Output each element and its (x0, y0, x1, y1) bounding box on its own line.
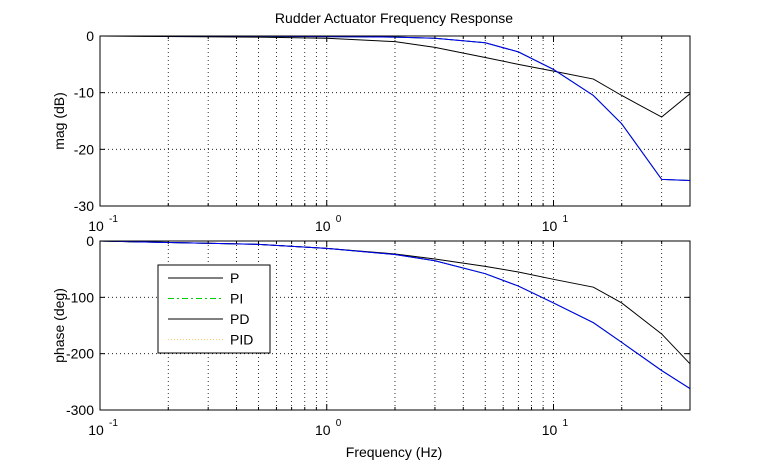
y-tick-label: 0 (86, 28, 94, 44)
series-line-pid (99, 35, 691, 181)
y-tick-label: -100 (66, 289, 94, 305)
legend-label: P (230, 270, 239, 286)
x-tick-exponent: -1 (109, 418, 118, 429)
legend-entry-p: P (168, 270, 239, 286)
legend-label: PD (230, 311, 249, 327)
x-tick-label: 10 (542, 422, 558, 438)
y-axis-label: phase (deg) (51, 288, 67, 363)
y-tick-label: -30 (74, 198, 94, 214)
x-axis-label: Frequency (Hz) (346, 444, 442, 460)
series-line-pid (99, 240, 691, 390)
legend-entry-pi: PI (168, 291, 243, 307)
legend-entry-pid: PID (168, 332, 253, 348)
legend: P PI PD PID (157, 264, 271, 354)
x-tick-exponent: 0 (336, 214, 342, 225)
y-tick-label: -200 (66, 346, 94, 362)
x-tick-exponent: 1 (562, 418, 568, 429)
y-tick-label: 0 (86, 233, 94, 249)
y-tick-label: -20 (74, 141, 94, 157)
y-tick-label: -10 (74, 85, 94, 101)
legend-label: PID (230, 332, 253, 348)
x-tick-exponent: 1 (562, 214, 568, 225)
x-tick-label: 10 (542, 218, 558, 234)
x-tick-exponent: 0 (336, 418, 342, 429)
x-tick-label: 10 (88, 218, 104, 234)
legend-label: PI (230, 291, 243, 307)
x-tick-label: 10 (315, 422, 331, 438)
chart-title: Rudder Actuator Frequency Response (275, 10, 513, 26)
y-axis-label: mag (dB) (51, 92, 67, 150)
series-line-pd (99, 35, 691, 118)
x-tick-label: 10 (88, 422, 104, 438)
legend-box (157, 264, 271, 354)
x-tick-label: 10 (315, 218, 331, 234)
magnitude-subplot: 0 -10 -20 -30 10 -1 10 0 10 1 mag (dB) (51, 28, 691, 234)
x-tick-exponent: -1 (109, 214, 118, 225)
y-tick-label: -300 (66, 402, 94, 418)
legend-entry-pd: PD (168, 311, 249, 327)
